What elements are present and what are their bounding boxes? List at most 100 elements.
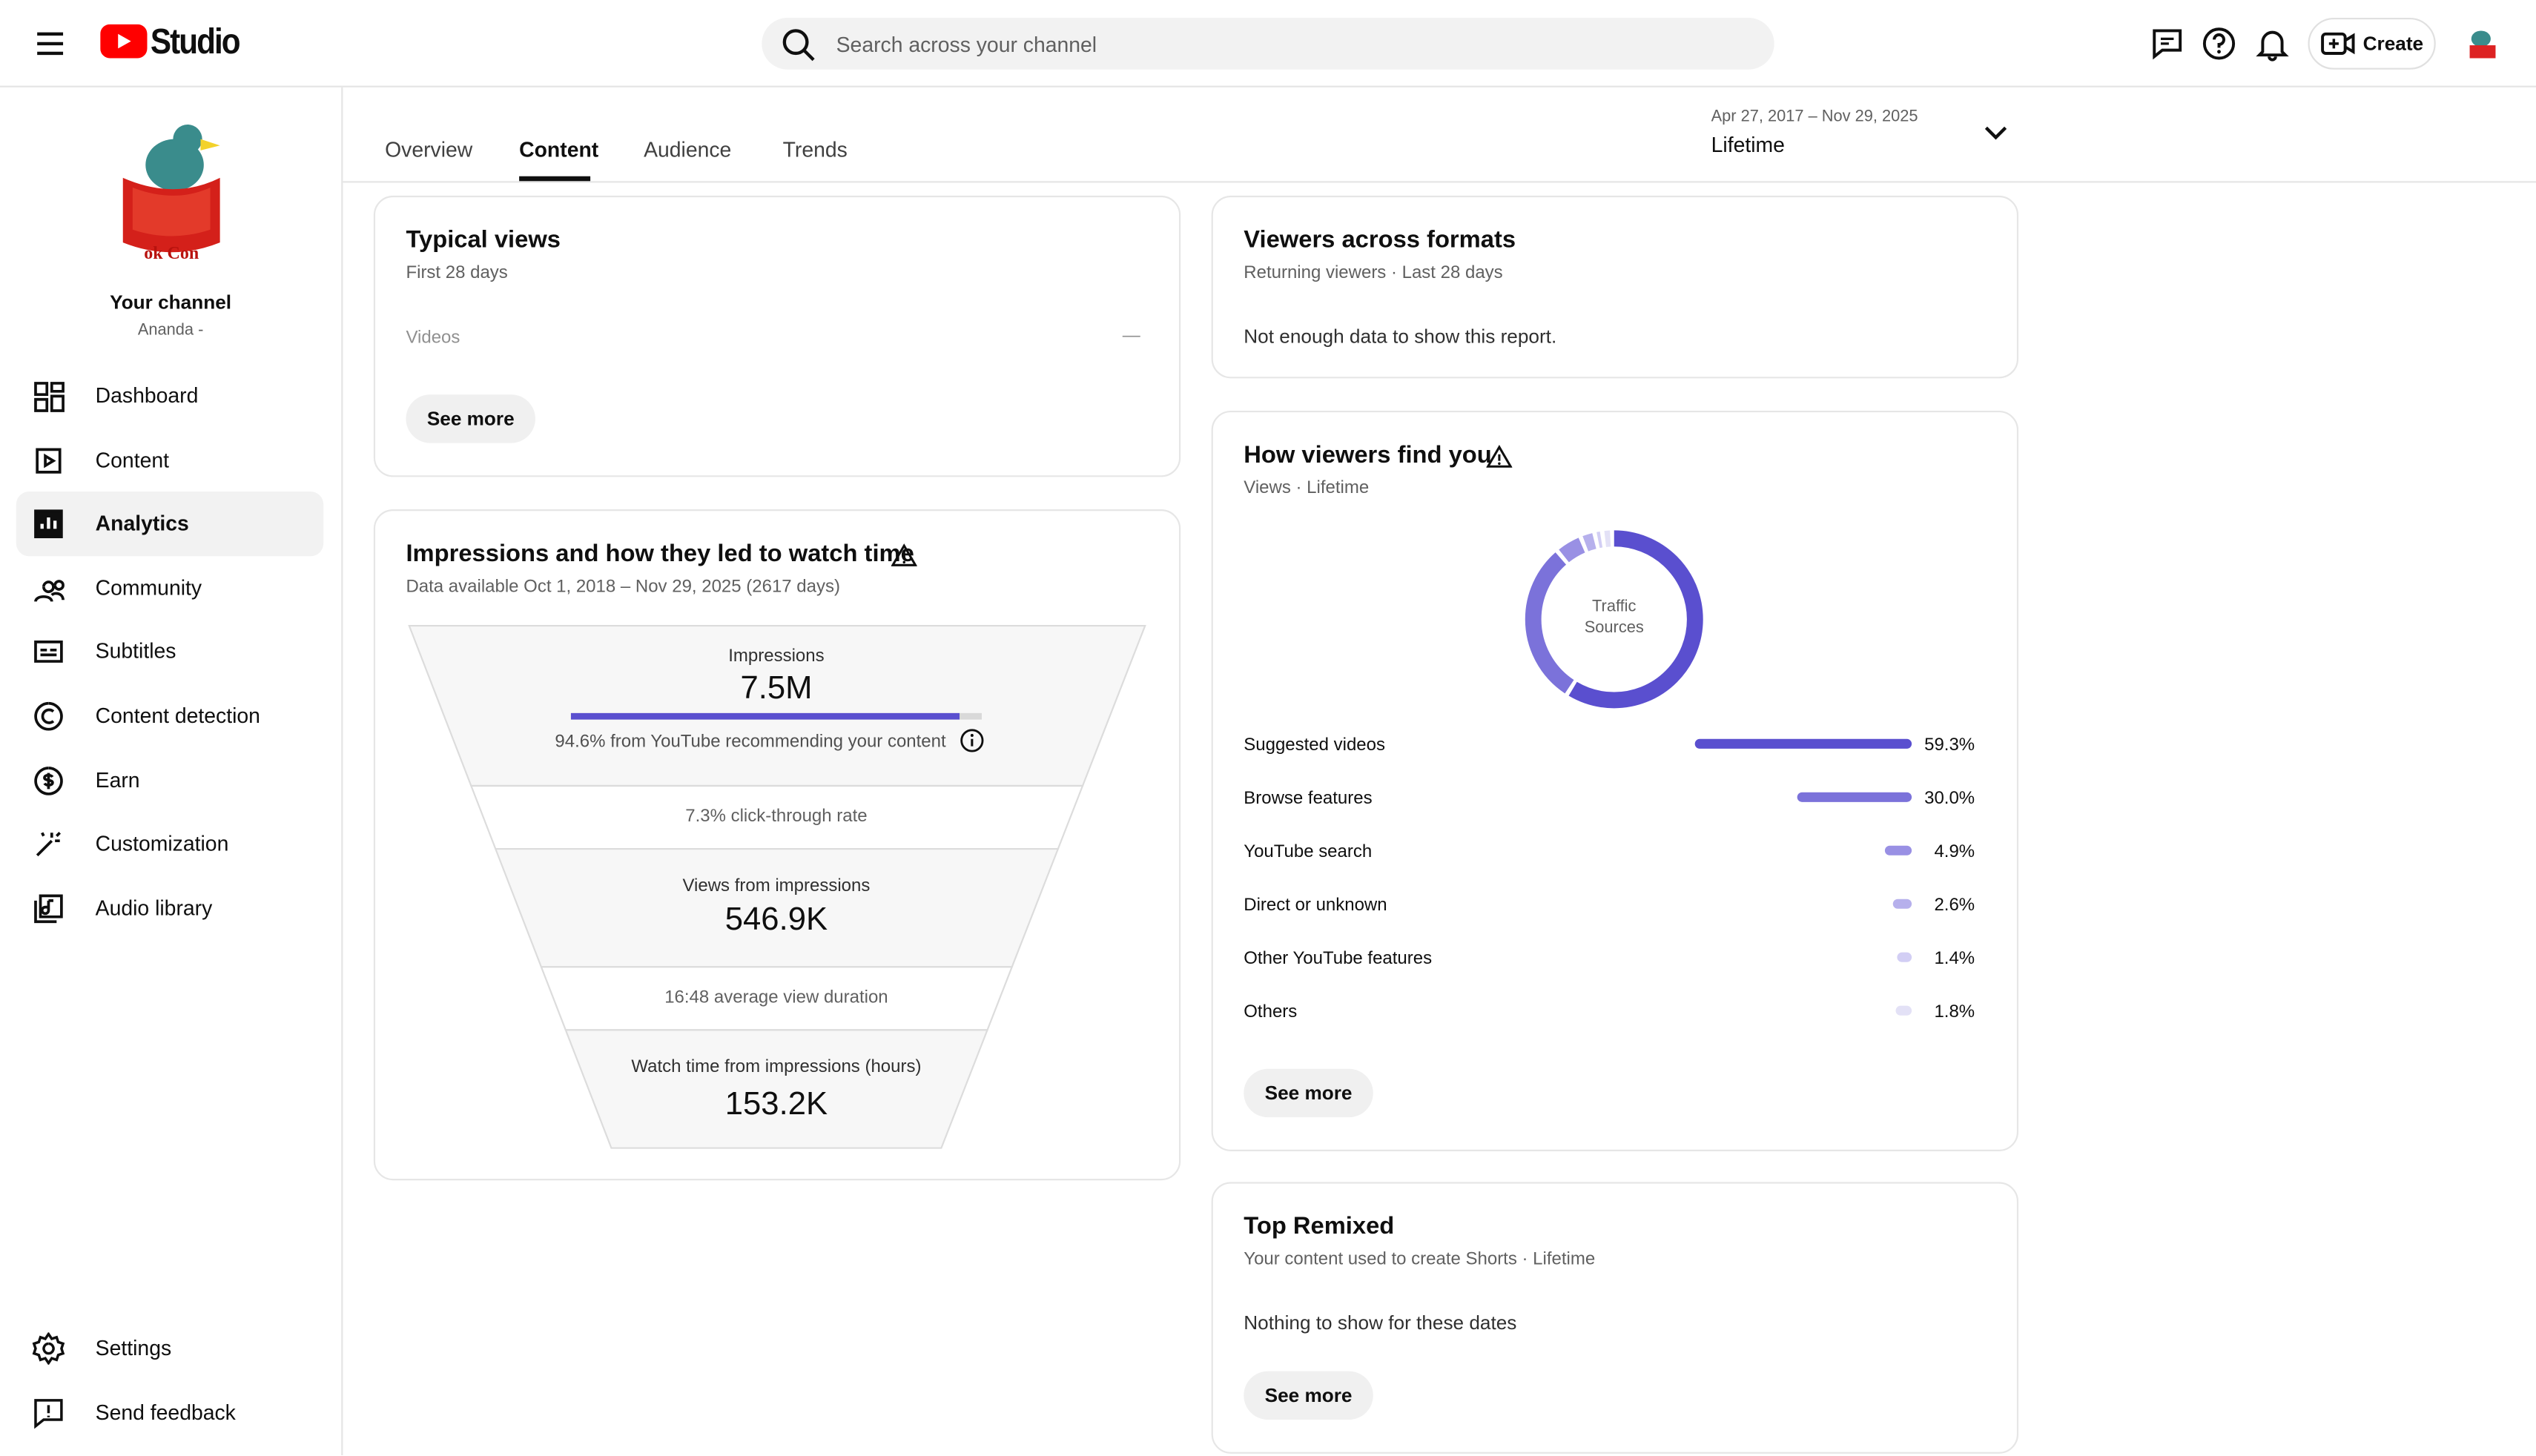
tab-indicator — [519, 176, 591, 182]
channel-avatar[interactable]: ok Con — [107, 116, 236, 265]
nav-active-bg — [16, 492, 324, 557]
card-subtitle: Your content used to create Shorts · Lif… — [1244, 1250, 1596, 1270]
empty-message: Nothing to show for these dates — [1244, 1311, 1517, 1334]
search-placeholder[interactable]: Search across your channel — [836, 32, 1097, 57]
date-range[interactable]: Apr 27, 2017 – Nov 29, 2025 — [1711, 108, 1918, 127]
warning-icon[interactable] — [891, 543, 917, 568]
nav-item[interactable]: Earn — [95, 767, 140, 792]
date-label[interactable]: Lifetime — [1711, 132, 1785, 157]
nav-icon[interactable] — [33, 764, 65, 797]
funnel-value: 546.9K — [724, 902, 828, 939]
row-value: — — [1122, 326, 1140, 346]
funnel-label: Views from impressions — [682, 876, 871, 896]
nav-icon[interactable] — [33, 828, 65, 861]
nav-icon[interactable] — [33, 636, 65, 669]
date-dropdown[interactable] — [1983, 123, 2009, 142]
create-icon[interactable] — [2321, 29, 2357, 58]
nav-item[interactable]: Audio library — [95, 895, 213, 920]
card-subtitle: First 28 days — [406, 263, 508, 283]
tab-active[interactable]: Content — [519, 137, 599, 162]
top-bar — [0, 0, 2536, 87]
source-value: 4.9% — [1934, 841, 1975, 861]
source-name: Direct or unknown — [1244, 895, 1387, 915]
funnel-value: 7.5M — [740, 671, 813, 707]
avatar[interactable] — [2460, 19, 2505, 67]
card-subtitle: Returning viewers · Last 28 days — [1244, 263, 1503, 283]
card-title: How viewers find you — [1244, 441, 1492, 469]
nav-item[interactable]: Send feedback — [95, 1400, 236, 1425]
source-name: Others — [1244, 1002, 1297, 1022]
nav-icon-shape — [32, 1332, 65, 1365]
tab[interactable]: Overview — [385, 137, 473, 162]
notifications-icon[interactable] — [2254, 26, 2290, 62]
card-title: Viewers across formats — [1244, 226, 1516, 254]
funnel-rate: 16:48 average view duration — [664, 987, 888, 1007]
search-icon[interactable] — [781, 27, 816, 63]
source-name: YouTube search — [1244, 841, 1372, 861]
see-more-button[interactable]: See more — [1244, 1068, 1373, 1118]
funnel-rate: 7.3% click-through rate — [685, 807, 868, 827]
nav-icon[interactable] — [33, 893, 65, 925]
channel-name: Ananda - — [137, 322, 204, 340]
nav-icon-shape — [40, 517, 57, 529]
nav-icon-shape — [36, 832, 62, 857]
nav-icon[interactable] — [33, 444, 65, 477]
nav-item[interactable]: Dashboard — [95, 383, 199, 408]
funnel-value: 153.2K — [724, 1086, 828, 1122]
nav-icon-shape — [34, 701, 63, 731]
create-button[interactable] — [2308, 17, 2436, 70]
nav-icon-shape — [34, 579, 65, 602]
source-name: Suggested videos — [1244, 735, 1385, 755]
nav-icon-shape — [34, 766, 63, 795]
row-label: Videos — [406, 328, 460, 348]
search-box[interactable] — [762, 17, 1774, 70]
nav-item[interactable]: Settings — [95, 1335, 172, 1360]
nav-item[interactable]: Content — [95, 447, 170, 472]
see-more-button[interactable]: See more — [1244, 1371, 1373, 1420]
messages-icon[interactable] — [2150, 26, 2185, 62]
warning-icon[interactable] — [1486, 445, 1513, 469]
funnel-note: 94.6% from YouTube recommending your con… — [555, 732, 946, 752]
logo-text: Studio — [150, 21, 241, 62]
donut-center-label: Traffic Sources — [1584, 598, 1644, 638]
tab[interactable]: Audience — [644, 137, 732, 162]
channel-title: Your channel — [110, 291, 232, 314]
nav-icon-shape — [34, 1399, 63, 1429]
source-name: Browse features — [1244, 788, 1372, 808]
logo-icon — [100, 24, 148, 59]
nav-icon[interactable] — [33, 380, 65, 413]
nav-icon-shape — [36, 447, 62, 473]
nav-icon[interactable] — [33, 700, 65, 732]
nav-item[interactable]: Community — [95, 575, 202, 600]
card-title: Impressions and how they led to watch ti… — [406, 540, 914, 568]
help-icon[interactable] — [2202, 26, 2237, 62]
share-bar — [570, 712, 960, 720]
empty-message: Not enough data to show this report. — [1244, 325, 1557, 348]
card-title: Typical views — [406, 226, 561, 254]
nav-item[interactable]: Content detection — [95, 703, 260, 728]
menu-icon[interactable] — [33, 27, 68, 60]
card-subtitle: Data available Oct 1, 2018 – Nov 29, 202… — [406, 577, 840, 597]
source-value: 1.8% — [1934, 1002, 1975, 1022]
info-icon[interactable] — [959, 728, 985, 754]
card — [1211, 195, 2019, 379]
create-label[interactable]: Create — [2362, 32, 2424, 56]
nav-icon[interactable] — [33, 572, 65, 605]
nav-icon[interactable] — [33, 1397, 65, 1429]
nav-item[interactable]: Subtitles — [95, 639, 176, 664]
see-more-button[interactable]: See more — [406, 394, 536, 443]
nav-item[interactable]: Analytics — [95, 511, 189, 536]
source-value: 1.4% — [1934, 948, 1975, 968]
funnel-label: Watch time from impressions (hours) — [631, 1057, 922, 1077]
nav-icon[interactable] — [32, 1332, 65, 1365]
nav-icon[interactable] — [33, 508, 65, 540]
nav-item[interactable]: Customization — [95, 831, 229, 856]
sidebar-divider — [341, 87, 343, 1456]
nav-icon-shape — [34, 894, 63, 923]
tab[interactable]: Trends — [782, 137, 848, 162]
